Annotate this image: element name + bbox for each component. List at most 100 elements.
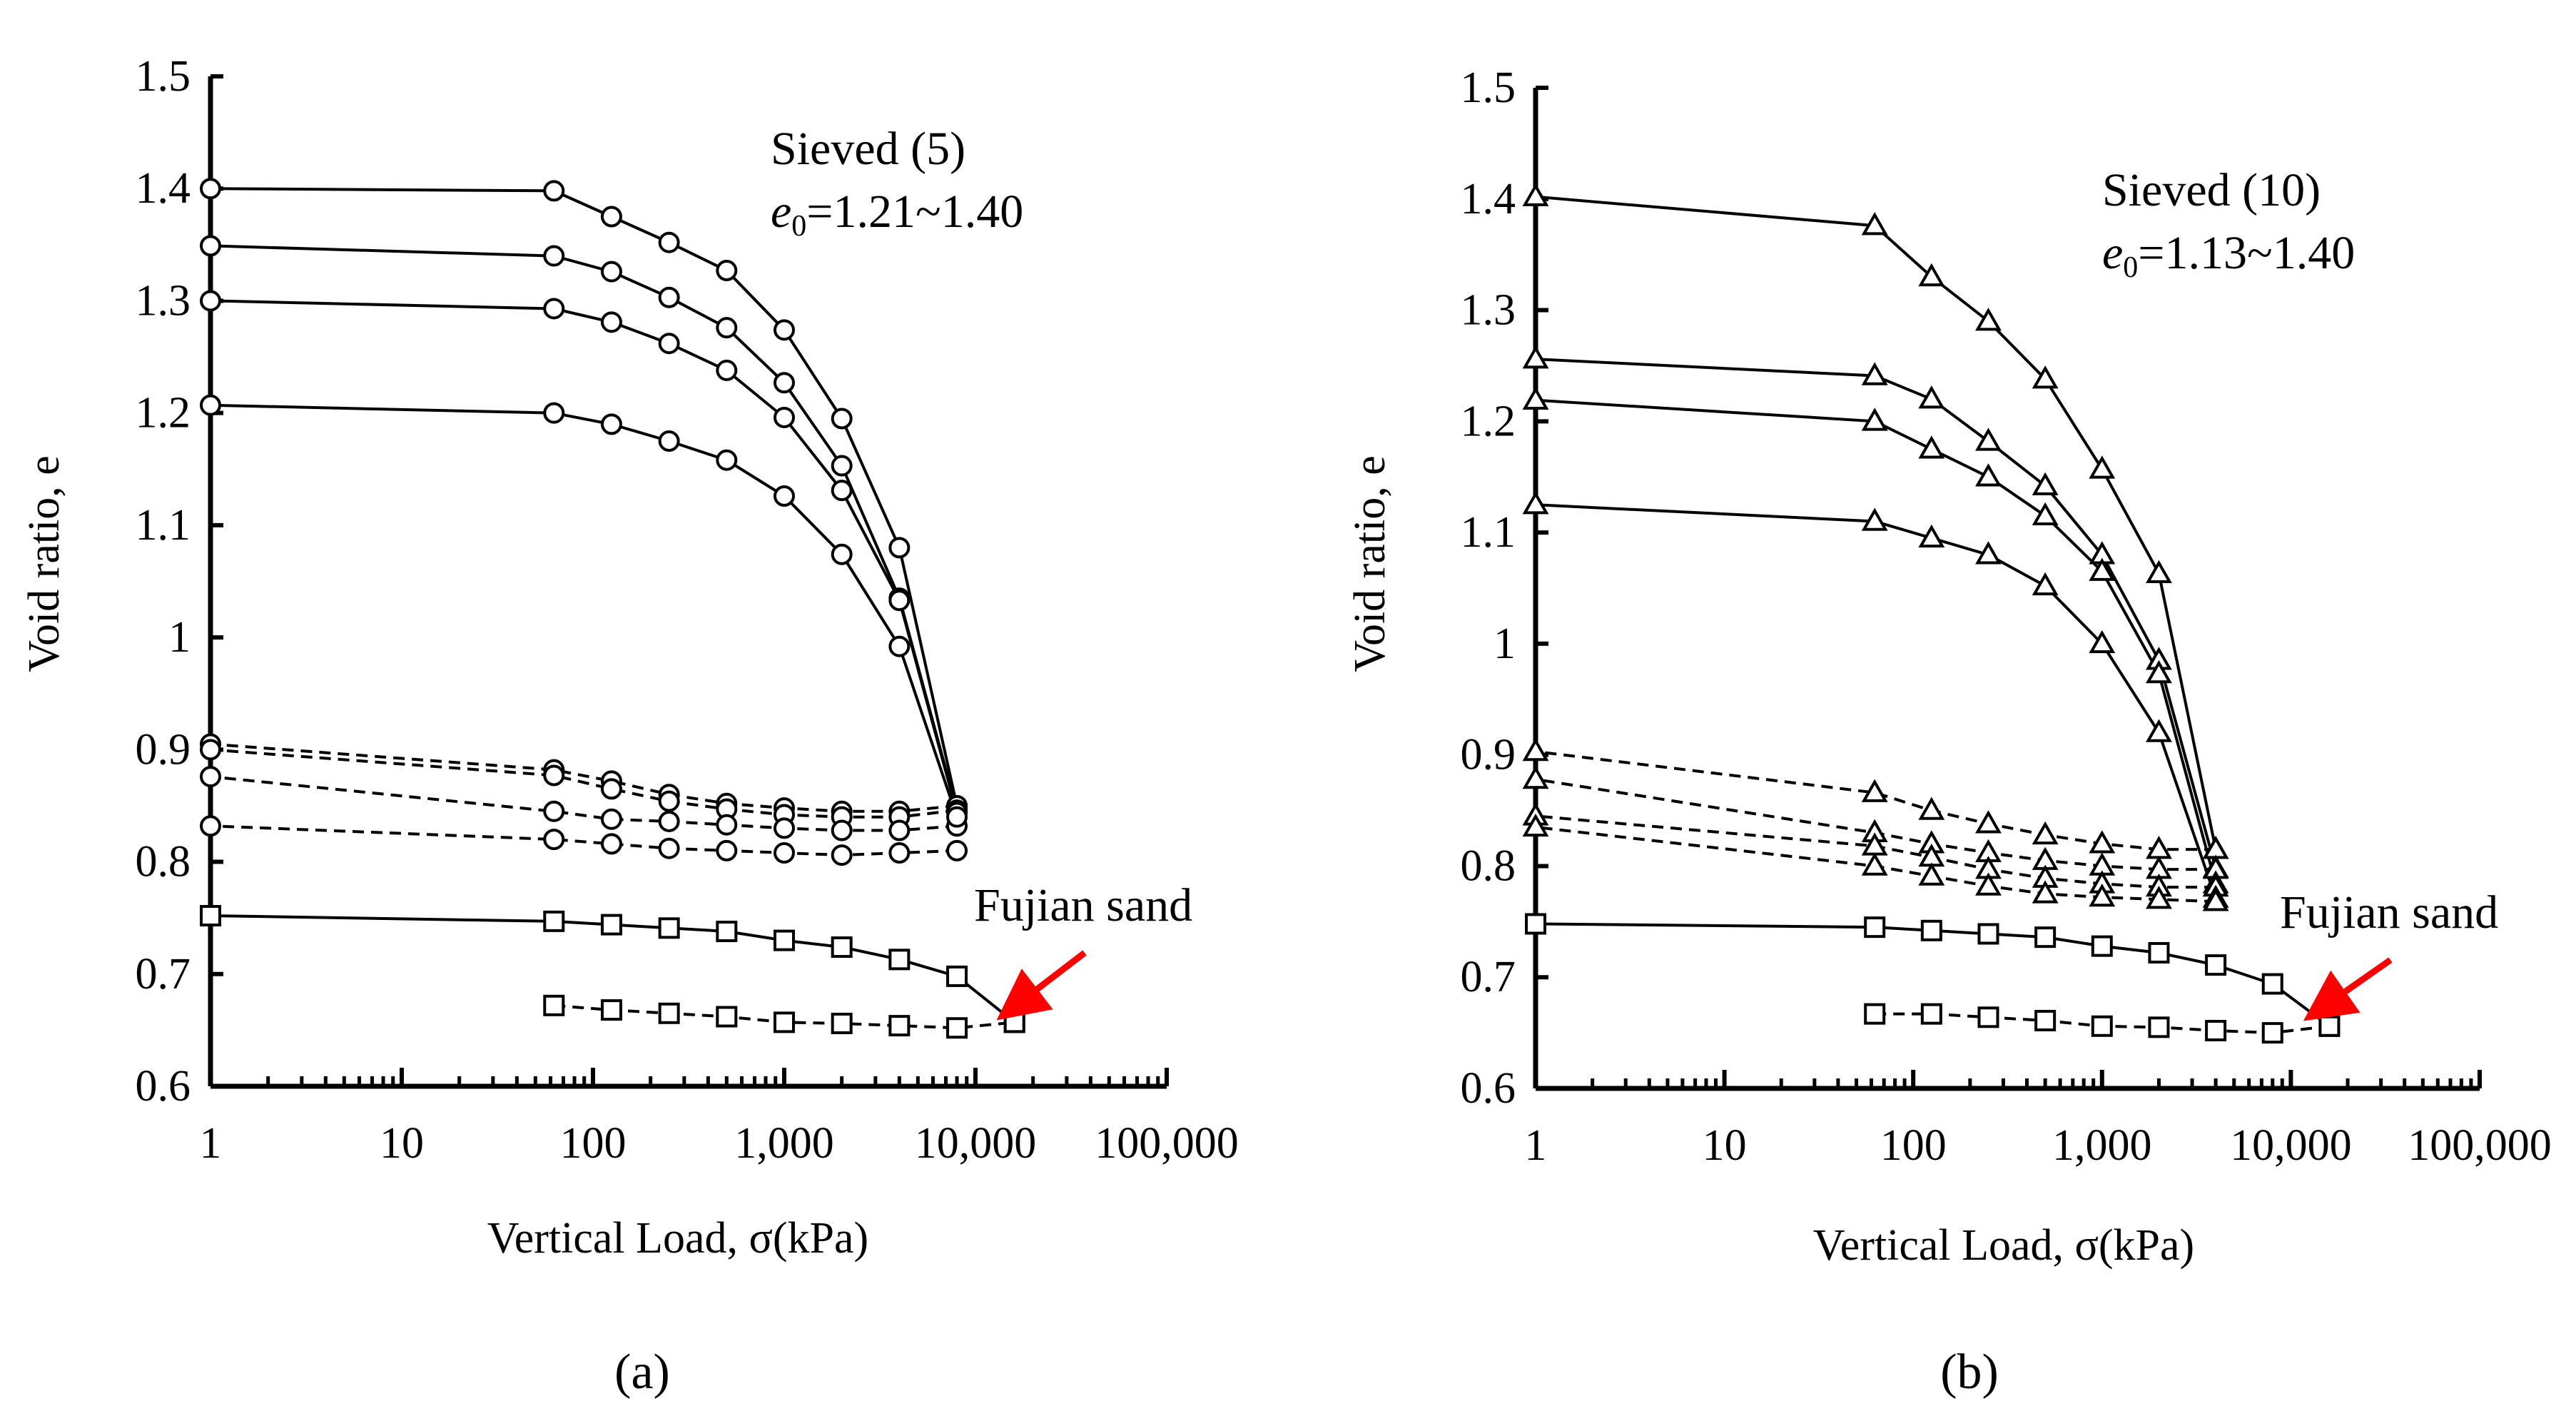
data-point-circle (200, 815, 221, 837)
data-point-circle (543, 764, 565, 787)
ytick-label: 0.8 (1461, 841, 1516, 890)
y-axis-title: Void ratio, e (1346, 455, 1394, 672)
data-point-circle (600, 311, 622, 333)
x-axis-title: Vertical Load, σ(kPa) (487, 1214, 868, 1263)
data-point-circle (543, 402, 565, 424)
data-point-square (1920, 1003, 1942, 1025)
series-line-unloading (1535, 825, 2216, 904)
data-point-triangle (1975, 308, 2002, 331)
data-point-square (2091, 935, 2113, 957)
data-point-circle (543, 180, 565, 202)
data-point-circle (716, 259, 738, 281)
ytick-label: 1.2 (1461, 397, 1516, 445)
series-line-loading (1535, 922, 2331, 1028)
panel-label: (a) (614, 1345, 670, 1400)
data-point-square (946, 1017, 968, 1039)
data-point-circle (946, 839, 968, 861)
series-line-loading (210, 244, 958, 811)
arrow-label: Fujian sand (974, 879, 1192, 931)
data-point-circle (946, 806, 968, 828)
data-point-square (2261, 1022, 2283, 1044)
data-point-triangle (2032, 572, 2059, 596)
data-point-square (543, 910, 565, 932)
data-point-square (774, 1011, 795, 1033)
ytick-label: 1.1 (136, 501, 191, 550)
data-point-circle (888, 635, 911, 657)
data-point-circle (200, 394, 221, 416)
data-point-square (1864, 916, 1886, 939)
ytick-label: 0.6 (136, 1062, 191, 1111)
xtick-label: 10 (1703, 1121, 1747, 1170)
xtick-label: 1 (1525, 1121, 1547, 1170)
ytick-label: 1.5 (1461, 64, 1516, 112)
series-line-unloading (1535, 814, 2216, 889)
data-point-triangle (1861, 507, 1888, 531)
annotation-range-var: e (2102, 227, 2123, 279)
data-point-triangle (1861, 212, 1888, 236)
data-point-circle (888, 537, 911, 559)
series-line-unloading (1535, 777, 2216, 871)
panel-label: (b) (1940, 1345, 1999, 1400)
data-point-triangle (2032, 821, 2059, 845)
data-point-triangle (2146, 659, 2172, 684)
data-point-triangle (1522, 737, 1549, 762)
ytick-label: 1 (1494, 620, 1516, 668)
data-point-circle (658, 286, 680, 308)
annotation-range: e0=1.13~1.40 (2102, 227, 2355, 284)
xtick-label: 1,000 (2052, 1121, 2152, 1170)
ytick-label: 0.7 (136, 950, 191, 998)
data-point-triangle (2089, 884, 2116, 907)
data-point-square (600, 999, 622, 1021)
data-point-triangle (2032, 880, 2059, 904)
data-point-square (658, 1002, 680, 1024)
ytick-label: 1.5 (136, 52, 191, 101)
data-point-circle (774, 485, 795, 507)
series-line-loading (210, 914, 1015, 1023)
data-point-triangle (1522, 183, 1549, 206)
data-point-triangle (1975, 428, 2002, 451)
data-point-triangle (2032, 502, 2059, 525)
annotation-range-var: e (771, 186, 791, 238)
data-point-triangle (1861, 779, 1888, 802)
data-point-circle (200, 235, 221, 257)
data-point-circle (774, 372, 795, 394)
annotation-title: Sieved (5) (771, 123, 965, 175)
data-point-square (1977, 1006, 1999, 1028)
data-point-triangle (2089, 629, 2116, 654)
annotation-range-value: =1.13~1.40 (2138, 227, 2355, 279)
data-point-triangle (1918, 862, 1945, 886)
data-point-square (2034, 926, 2057, 949)
y-axis-title-text: Void ratio, e (1346, 455, 1394, 672)
data-point-circle (774, 817, 795, 839)
data-point-square (888, 949, 911, 971)
data-point-triangle (1522, 813, 1549, 837)
data-point-triangle (1975, 463, 2002, 487)
x-axis-title: Vertical Load, σ(kPa) (1813, 1221, 2194, 1270)
data-point-square (200, 905, 221, 927)
data-point-square (1920, 919, 1942, 941)
annotation-range-value: =1.21~1.40 (806, 186, 1023, 238)
y-axis-title-text: Void ratio, e (20, 455, 69, 672)
data-point-circle (716, 814, 738, 836)
data-point-circle (716, 317, 738, 339)
axes-layer: 0.6 0.7 0.8 0.9 1 1.1 1.2 1.3 1.4 1.5 1 10 100 1,000 1… (1461, 64, 2552, 1170)
data-point-square (888, 1015, 911, 1037)
data-point-triangle (1522, 386, 1549, 410)
data-point-square (1864, 1003, 1886, 1025)
data-point-triangle (1522, 765, 1549, 789)
data-point-circle (658, 790, 680, 812)
ytick-label: 0.6 (1461, 1064, 1516, 1113)
data-point-circle (831, 480, 853, 502)
arrow-label: Fujian sand (2280, 886, 2498, 939)
ytick-label: 0.9 (1461, 731, 1516, 779)
data-point-circle (716, 449, 738, 471)
data-point-square (2205, 954, 2227, 976)
ytick-label: 1.3 (1461, 286, 1516, 335)
arrow (2303, 957, 2393, 1021)
data-point-square (600, 914, 622, 936)
data-point-circle (200, 290, 221, 312)
axes-layer: 0.6 0.7 0.8 0.9 1 1.1 1.2 1.3 1.4 1.5 1 10 100 1,000 1… (136, 52, 1239, 1168)
data-point-triangle (2089, 557, 2116, 581)
data-point-triangle (2032, 365, 2059, 389)
xtick-label: 1 (200, 1119, 222, 1168)
